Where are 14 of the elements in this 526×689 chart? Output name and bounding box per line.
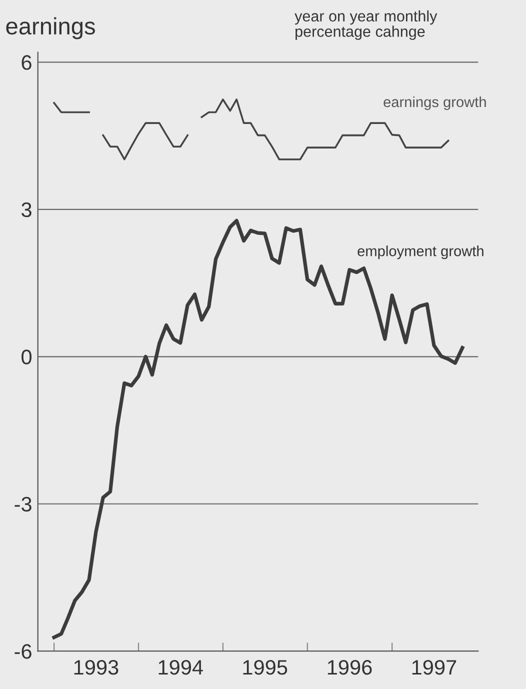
series-label: employment growth	[358, 246, 484, 260]
y-tick-label: 6	[22, 55, 32, 70]
x-tick-label: 1996	[328, 660, 372, 675]
y-tick-label: -6	[14, 644, 32, 659]
x-tick-label: 1993	[74, 660, 118, 675]
y-tick-label: 3	[22, 202, 32, 218]
chart-subtitle: year on year monthly percentage cahnge	[294, 10, 438, 40]
series-label: earnings growth	[384, 96, 486, 110]
y-tick-label: -3	[14, 496, 32, 512]
x-tick-label: 1997	[412, 660, 456, 675]
chart-title: earnings	[6, 17, 95, 40]
y-tick-label: 0	[22, 350, 32, 364]
x-tick-label: 1995	[243, 660, 288, 675]
x-tick-label: 1994	[158, 660, 203, 675]
